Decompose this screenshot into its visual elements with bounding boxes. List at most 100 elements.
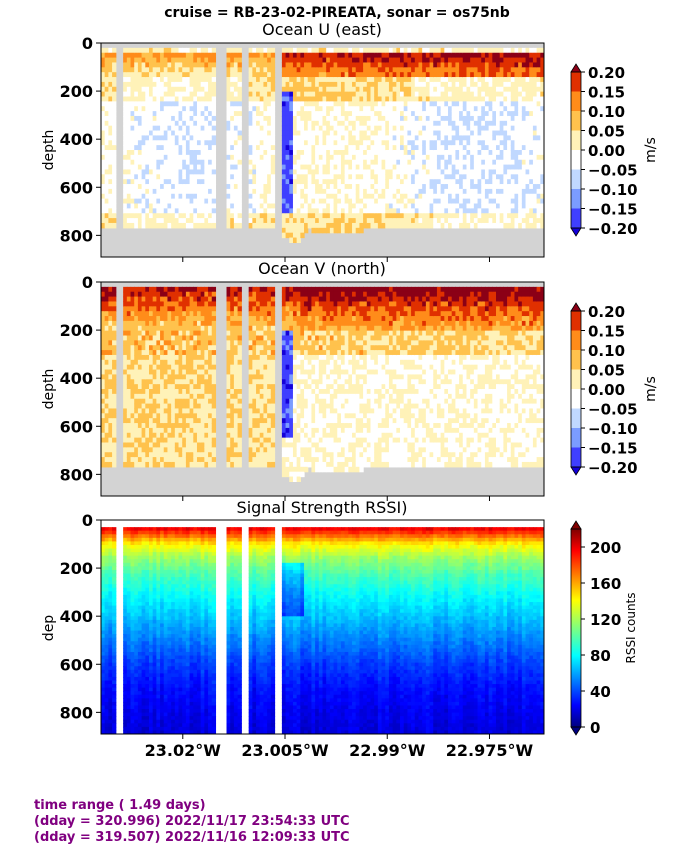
field-cell	[433, 222, 438, 229]
field-cell	[407, 174, 412, 180]
field-cell	[174, 393, 180, 400]
field-cell	[196, 213, 202, 219]
field-cell	[429, 213, 434, 219]
field-cell	[160, 106, 165, 112]
field-cell	[208, 164, 213, 171]
field-cell	[211, 213, 217, 219]
field-cell	[462, 164, 468, 171]
field-cell	[189, 145, 194, 151]
field-cell	[499, 203, 504, 209]
field-cell	[370, 184, 375, 190]
field-cell	[477, 140, 482, 146]
field-cell	[171, 345, 176, 351]
field-cell	[230, 188, 235, 195]
field-cell	[101, 188, 106, 195]
field-cell	[152, 427, 157, 434]
field-cell	[104, 81, 109, 88]
field-cell	[488, 101, 493, 107]
field-cell	[156, 457, 161, 463]
field-cell	[208, 198, 213, 205]
field-cell	[178, 403, 183, 410]
field-cell	[156, 193, 161, 200]
field-cell	[403, 184, 409, 190]
field-cell	[429, 67, 434, 73]
field-cell	[101, 150, 106, 156]
field-cell	[407, 208, 412, 214]
field-cell	[171, 457, 176, 463]
field-cell	[344, 125, 349, 132]
field-cell	[200, 222, 205, 229]
field-cell	[185, 364, 191, 371]
field-cell	[248, 193, 253, 200]
field-cell	[141, 447, 146, 453]
field-cell	[137, 179, 143, 185]
field-cell	[348, 174, 353, 180]
field-cell	[492, 164, 497, 171]
field-cell	[267, 67, 272, 73]
field-cell	[167, 301, 172, 307]
field-cell	[141, 218, 146, 224]
field-cell	[200, 62, 205, 68]
field-cell	[444, 96, 449, 102]
field-cell	[134, 286, 139, 293]
field-cell	[536, 222, 541, 229]
field-cell	[211, 203, 217, 209]
field-cell	[396, 67, 401, 73]
field-cell	[104, 91, 109, 98]
field-cell	[540, 120, 544, 127]
field-cell	[532, 77, 538, 83]
field-cell	[300, 159, 305, 166]
field-cell	[499, 67, 504, 73]
field-cell	[104, 101, 109, 107]
field-cell	[182, 457, 187, 463]
field-cell	[451, 164, 456, 171]
field-cell	[377, 213, 383, 219]
field-cell	[492, 154, 497, 161]
field-cell	[171, 369, 176, 376]
field-cell	[204, 120, 209, 127]
field-cell	[514, 111, 519, 117]
field-cell	[160, 140, 165, 146]
field-cell	[108, 81, 113, 88]
field-cell	[414, 81, 420, 88]
field-cell	[204, 135, 209, 141]
field-cell	[436, 101, 442, 107]
field-cell	[137, 57, 143, 64]
field-cell	[126, 145, 132, 151]
field-cell	[174, 101, 180, 107]
field-cell	[355, 164, 361, 171]
field-cell	[337, 213, 342, 219]
field-cell	[108, 218, 113, 224]
field-cell	[145, 369, 150, 376]
field-cell	[101, 335, 106, 341]
field-cell	[141, 413, 146, 419]
field-cell	[185, 198, 191, 205]
field-cell	[211, 52, 217, 59]
field-cell	[377, 120, 383, 127]
field-cell	[200, 81, 205, 88]
field-cell	[296, 227, 301, 234]
field-cell	[411, 86, 416, 93]
field-cell	[263, 77, 268, 83]
field-cell	[488, 208, 493, 214]
field-cell	[156, 340, 161, 346]
field-cell	[185, 47, 191, 54]
field-cell	[156, 316, 161, 322]
field-cell	[396, 164, 401, 171]
field-cell	[418, 140, 423, 146]
field-cell	[403, 208, 409, 214]
field-cell	[514, 62, 519, 68]
field-cell	[137, 316, 143, 322]
field-cell	[112, 311, 117, 317]
field-cell	[171, 67, 176, 73]
field-cell	[145, 91, 150, 98]
field-cell	[171, 222, 176, 229]
field-cell	[233, 120, 239, 127]
field-cell	[141, 213, 146, 219]
field-cell	[318, 91, 324, 98]
field-cell	[130, 188, 135, 195]
field-cell	[230, 125, 235, 132]
field-cell	[137, 218, 143, 224]
field-cell	[101, 442, 106, 448]
field-cell	[112, 316, 117, 322]
